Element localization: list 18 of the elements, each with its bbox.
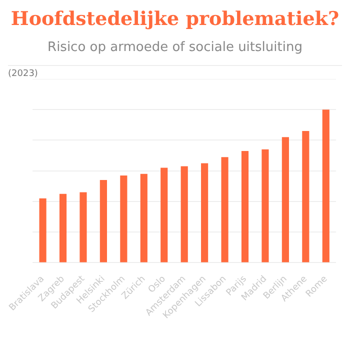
chart-subtitle: Risico op armoede of sociale uitsluiting bbox=[46, 40, 304, 55]
bar bbox=[100, 180, 107, 262]
bar bbox=[221, 157, 228, 262]
text: (2023) bbox=[8, 65, 342, 79]
bar bbox=[322, 110, 330, 262]
bar bbox=[262, 149, 269, 262]
bar bbox=[201, 163, 208, 262]
bar bbox=[80, 192, 87, 262]
chart-title: Hoofdstedelijke problematiek? bbox=[10, 8, 340, 30]
bar bbox=[140, 174, 148, 262]
bar bbox=[39, 198, 46, 262]
bar bbox=[180, 166, 188, 262]
bar bbox=[241, 150, 249, 262]
bar bbox=[302, 131, 310, 262]
bar bbox=[120, 175, 128, 262]
bar bbox=[59, 194, 67, 262]
bar bbox=[160, 168, 168, 262]
bar bbox=[282, 137, 289, 262]
